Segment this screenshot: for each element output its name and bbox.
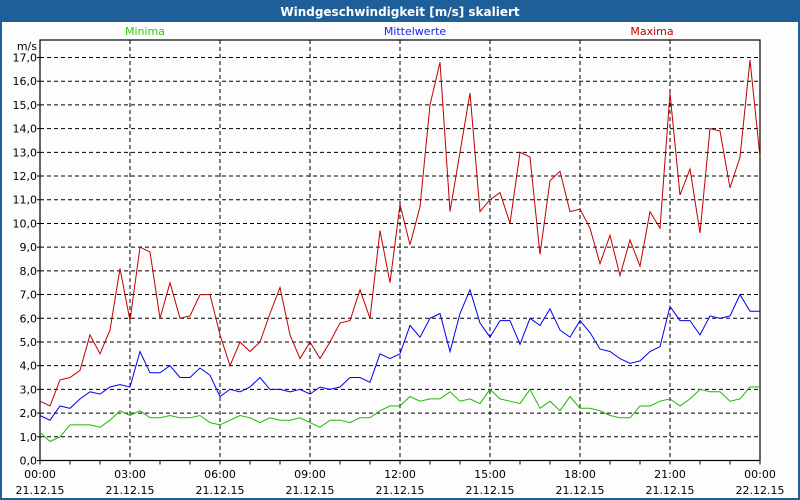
y-tick-label: 15,0 (13, 99, 38, 112)
y-axis-unit: m/s (17, 40, 37, 53)
grid (40, 40, 760, 461)
y-tick-label: 10,0 (13, 217, 38, 230)
x-tick-time: 21:00 (654, 468, 686, 481)
y-tick-label: 9,0 (20, 241, 38, 254)
plot-frame (39, 39, 761, 462)
y-tick-label: 1,0 (20, 431, 38, 444)
legend-mittelwerte: Mittelwerte (384, 25, 447, 38)
y-tick-label: 4,0 (20, 360, 38, 373)
x-tick-date: 21.12.15 (196, 484, 245, 497)
x-tick-time: 03:00 (114, 468, 146, 481)
x-tick-date: 21.12.15 (286, 484, 335, 497)
legend: Minima Mittelwerte Maxima (125, 25, 674, 38)
y-tick-label: 6,0 (20, 312, 38, 325)
series-line-maxima (39, 59, 761, 407)
legend-minima: Minima (125, 25, 165, 38)
legend-maxima: Maxima (630, 25, 673, 38)
y-tick-label: 17,0 (13, 52, 38, 65)
y-tick-label: 13,0 (13, 146, 38, 159)
x-tick-time: 15:00 (474, 468, 506, 481)
x-tick-time: 06:00 (204, 468, 236, 481)
y-tick-label: 2,0 (20, 407, 38, 420)
series-line-mittelwerte (39, 288, 760, 421)
x-tick-time: 12:00 (384, 468, 416, 481)
series-lines (39, 59, 761, 443)
y-tick-label: 5,0 (20, 336, 38, 349)
y-tick-label: 8,0 (20, 265, 38, 278)
y-tick-label: 11,0 (13, 194, 38, 207)
x-tick-time: 00:00 (744, 468, 776, 481)
x-tick-date: 21.12.15 (556, 484, 605, 497)
x-tick-date: 21.12.15 (106, 484, 155, 497)
x-tick-time: 09:00 (294, 468, 326, 481)
x-tick-time: 00:00 (24, 468, 56, 481)
x-tick-time: 18:00 (564, 468, 596, 481)
axes: 0,0 1,0 2,0 3,0 4,0 5,0 6,0 7,0 8,0 9,0 10,0 11,0 12… (13, 39, 785, 497)
x-tick-date: 21.12.15 (16, 484, 65, 497)
x-tick-date: 21.12.15 (646, 484, 695, 497)
window-title: Windgeschwindigkeit [m/s] skaliert (2, 2, 798, 22)
y-tick-label: 16,0 (13, 75, 38, 88)
series-line-minima (39, 386, 760, 443)
x-tick-date: 21.12.15 (466, 484, 515, 497)
x-tick-date: 22.12.15 (736, 484, 785, 497)
x-tick-date: 21.12.15 (376, 484, 425, 497)
y-tick-label: 7,0 (20, 289, 38, 302)
y-tick-label: 3,0 (20, 383, 38, 396)
y-tick-label: 12,0 (13, 170, 38, 183)
y-tick-label: 0,0 (20, 455, 38, 468)
y-tick-label: 14,0 (13, 123, 38, 136)
